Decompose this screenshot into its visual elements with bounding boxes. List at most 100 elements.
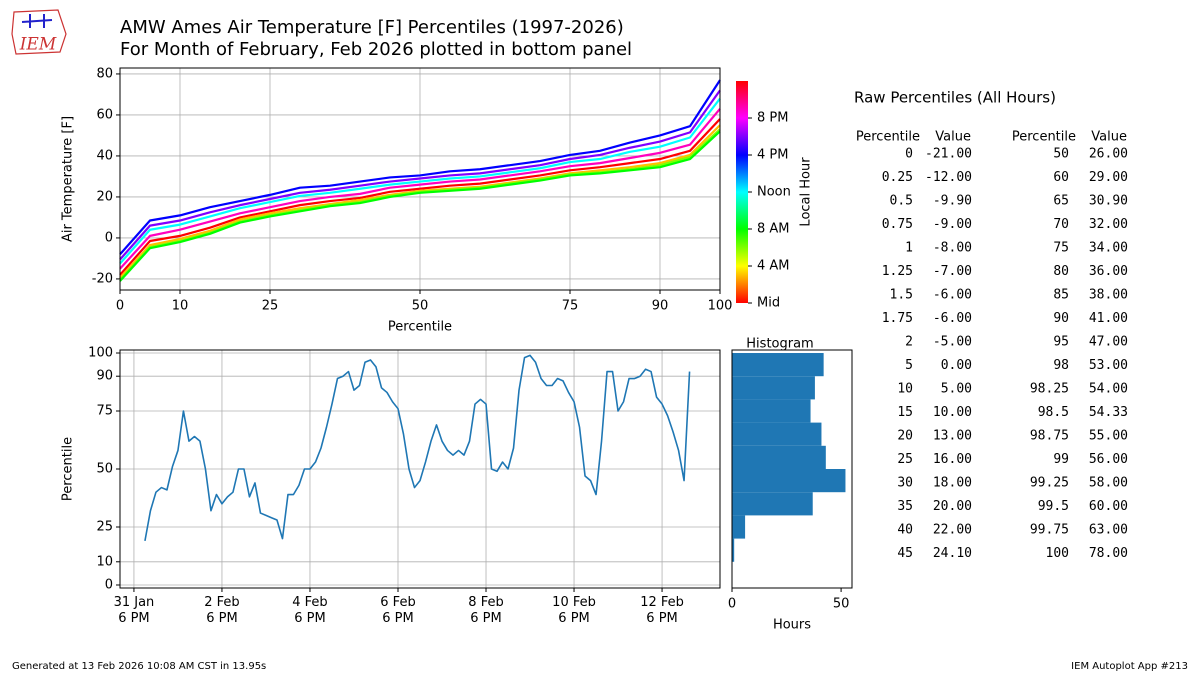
table-cell: 58.00 [1089,476,1128,491]
x-tick-label: 12 Feb 6 PM [640,595,684,626]
table-header: Value [1091,130,1127,145]
y-tick-label: 75 [96,404,113,419]
x-tick-label: 100 [708,299,733,314]
colorbar-label: Local Hour [799,157,814,227]
bar [732,353,824,377]
table-cell: 50 [1053,147,1069,162]
table-cell: 30.90 [1089,194,1128,209]
series-line [119,89,721,261]
y-axis-label: Air Temperature [F] [61,116,76,242]
table-cell: -6.00 [933,288,972,303]
table-cell: 0.00 [941,358,972,373]
table-cell: -9.90 [933,194,972,209]
table-cell: 40 [897,523,913,538]
table-cell: -5.00 [933,335,972,350]
table-cell: 65 [1053,194,1069,209]
table-cell: 0.25 [882,170,913,185]
table-cell: 15 [897,405,913,420]
table-cell: 5.00 [941,382,972,397]
bar [732,422,822,446]
table-cell: 34.00 [1089,241,1128,256]
table-cell: 55.00 [1089,429,1128,444]
x-tick-label: 90 [652,299,669,314]
table-cell: 70 [1053,217,1069,232]
table-cell: 63.00 [1089,523,1128,538]
table-cell: 2 [905,335,913,350]
subtitle: For Month of February, Feb 2026 plotted … [120,39,632,60]
y-tick-label: 25 [96,519,113,534]
table-cell: 85 [1053,288,1069,303]
table-cell: 24.10 [933,546,972,561]
y-tick-label: -20 [92,271,113,286]
colorbar [736,81,748,303]
table-cell: 1.25 [882,264,913,279]
x-tick-label: 50 [833,597,850,612]
table-cell: 99 [1053,452,1069,467]
logo-text: IEM [19,35,57,55]
y-tick-label: 80 [96,66,113,81]
table-cell: 1.5 [890,288,913,303]
table-cell: 98.5 [1038,405,1069,420]
table-cell: 16.00 [933,452,972,467]
table-header: Percentile [1012,130,1076,145]
series-line [119,79,721,256]
bar [732,538,735,562]
colorbar-tick-label: Noon [757,185,791,200]
table-cell: 0.5 [890,194,913,209]
x-tick-label: 31 Jan 6 PM [113,595,155,626]
table-cell: 99.5 [1038,499,1069,514]
x-tick-label: 25 [262,299,279,314]
colorbar-tick-label: 4 PM [757,148,788,163]
y-tick-label: 90 [96,369,113,384]
y-tick-label: 20 [96,189,113,204]
axes-title: Histogram [746,337,813,352]
table-cell: 22.00 [933,523,972,538]
table-title: Raw Percentiles (All Hours) [854,89,1056,107]
table-cell: 5 [905,358,913,373]
table-cell: 13.00 [933,429,972,444]
table-cell: 45 [897,546,913,561]
table-cell: 60 [1053,170,1069,185]
table-cell: 98.75 [1030,429,1069,444]
table-cell: 90 [1053,311,1069,326]
table-cell: 60.00 [1089,499,1128,514]
table-cell: -6.00 [933,311,972,326]
table-cell: 41.00 [1089,311,1128,326]
table-header: Percentile [856,130,920,145]
table-cell: -21.00 [925,147,972,162]
series-line [119,130,721,282]
title: AMW Ames Air Temperature [F] Percentiles… [120,17,624,38]
x-tick-label: 10 [172,299,189,314]
table-cell: 26.00 [1089,147,1128,162]
table-cell: 95 [1053,335,1069,350]
colorbar-tick-label: 8 AM [757,222,790,237]
table-cell: 98.25 [1030,382,1069,397]
table-cell: 100 [1046,546,1069,561]
footer-left: Generated at 13 Feb 2026 10:08 AM CST in… [12,661,266,672]
x-tick-label: 50 [412,299,429,314]
colorbar-tick-label: Mid [757,296,780,311]
x-tick-label: 0 [728,597,736,612]
bar [732,492,813,516]
y-tick-label: 60 [96,107,113,122]
table-cell: -7.00 [933,264,972,279]
table-cell: 56.00 [1089,452,1128,467]
axes-frame [731,349,853,589]
y-tick-label: 0 [105,577,113,592]
table-cell: 47.00 [1089,335,1128,350]
x-tick-label: 10 Feb 6 PM [552,595,596,626]
y-axis-label: Percentile [61,437,76,501]
table-cell: 54.33 [1089,405,1128,420]
logo-icon [21,14,53,28]
bar [732,515,746,539]
table-cell: -12.00 [925,170,972,185]
bar [732,376,815,400]
x-tick-label: 0 [116,299,124,314]
table-cell: 75 [1053,241,1069,256]
axes-frame [119,67,721,291]
series-line [144,354,691,542]
table-cell: 25 [897,452,913,467]
table-cell: 32.00 [1089,217,1128,232]
